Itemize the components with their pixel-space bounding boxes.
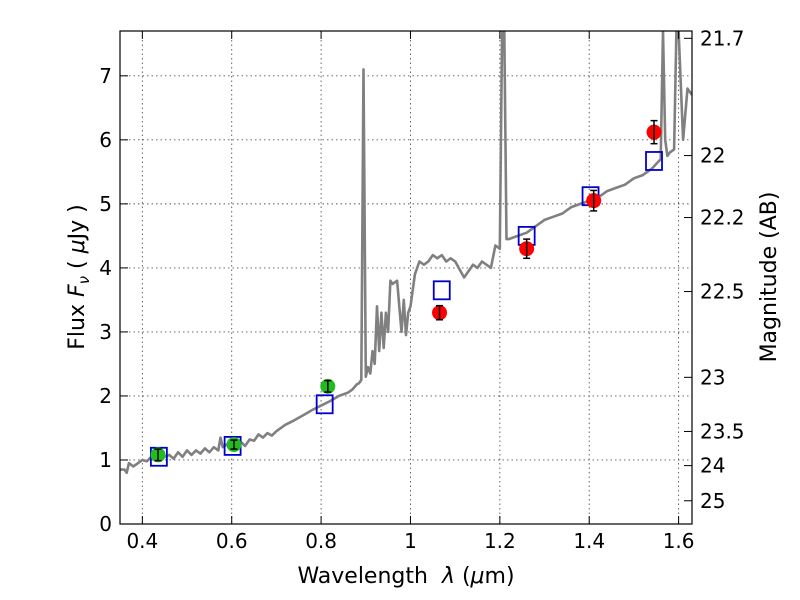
x-axis-label: Wavelength λ (μm) <box>297 564 514 589</box>
x-tick-label: 1 <box>404 529 417 553</box>
y2-tick-label: 24 <box>700 454 725 478</box>
y-tick-label: 1 <box>99 448 112 472</box>
y2-tick-label: 22 <box>700 144 725 168</box>
spectrum-line <box>120 31 692 475</box>
error-bar <box>324 379 332 393</box>
y-tick-label: 6 <box>99 128 112 152</box>
photometry-points-layer <box>150 119 662 463</box>
y-tick-label: 2 <box>99 384 112 408</box>
y2-tick-label: 22.5 <box>700 280 745 304</box>
error-bar <box>590 189 598 212</box>
x-tick-label: 0.6 <box>216 529 248 553</box>
y-tick-label: 4 <box>99 256 112 280</box>
x-tick-label: 1.6 <box>663 529 695 553</box>
y2-tick-label: 23.5 <box>700 419 745 443</box>
error-bar <box>436 304 444 321</box>
error-bar <box>523 238 531 260</box>
x-tick-label: 0.4 <box>126 529 158 553</box>
model-square <box>645 151 663 171</box>
y2-tick-label: 25 <box>700 489 725 513</box>
plot-frame <box>119 30 693 525</box>
right-axis-label: Magnitude (AB) <box>757 192 782 363</box>
y-tick-label: 7 <box>99 64 112 88</box>
x-tick-label: 0.8 <box>305 529 337 553</box>
y-tick-label: 5 <box>99 192 112 216</box>
model-square <box>432 280 451 301</box>
y-tick-label: 0 <box>99 512 112 536</box>
error-bar <box>230 439 238 450</box>
model-square <box>315 394 334 415</box>
y2-tick-label: 23 <box>700 365 725 389</box>
axis-ticks: 0.4 0.6 0.8 1 1.2 1.4 1.60123456721.72222.222.… <box>99 26 744 553</box>
spectrum-layer <box>120 31 692 475</box>
y2-tick-label: 21.7 <box>700 26 745 50</box>
model-squares-layer <box>149 151 663 467</box>
x-tick-label: 1.4 <box>573 529 605 553</box>
error-bar <box>154 448 162 462</box>
error-bar <box>650 119 658 145</box>
x-tick-label: 1.2 <box>484 529 516 553</box>
y-tick-label: 3 <box>99 320 112 344</box>
y2-tick-label: 22.2 <box>700 206 745 230</box>
y-axis-label: Flux Fν ( μJy ) <box>65 204 93 349</box>
